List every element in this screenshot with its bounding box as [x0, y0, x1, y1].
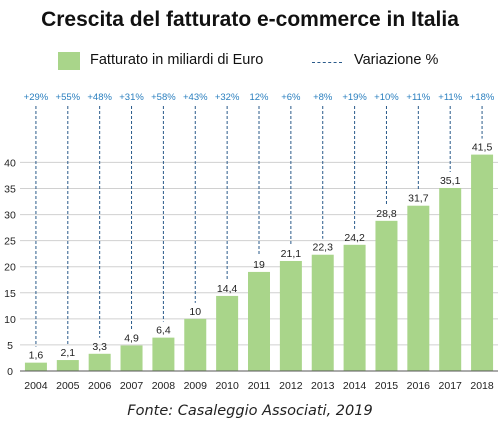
bar-value-label: 6,4 [156, 325, 171, 337]
x-tick-label: 2010 [215, 380, 239, 392]
x-tick-label: 2015 [375, 380, 399, 392]
x-tick-label: 2006 [88, 380, 112, 392]
y-tick-label: 15 [4, 288, 16, 300]
variation-label: +18% [470, 92, 495, 103]
x-tick-label: 2014 [343, 380, 367, 392]
x-tick-label: 2011 [248, 380, 271, 392]
variation-label: +29% [24, 92, 49, 103]
variation-label: +43% [183, 92, 208, 103]
bar-value-label: 31,7 [408, 193, 429, 205]
x-tick-label: 2005 [56, 380, 80, 392]
x-tick-label: 2017 [439, 380, 463, 392]
x-tick-label: 2007 [120, 380, 144, 392]
x-tick-label: 2012 [279, 380, 303, 392]
y-tick-label: 30 [4, 210, 16, 222]
variation-label: +55% [56, 92, 81, 103]
bar-value-label: 1,6 [29, 350, 44, 362]
legend-dash-swatch [312, 62, 342, 63]
y-tick-label: 35 [4, 184, 16, 196]
variation-label: +58% [151, 92, 176, 103]
bar [216, 295, 239, 371]
bar-value-label: 2,1 [60, 347, 75, 359]
bar-value-label: 21,1 [281, 248, 302, 260]
variation-label: +32% [215, 92, 240, 103]
variation-label: +10% [374, 92, 399, 103]
legend-bar-label: Fatturato in miliardi di Euro [90, 52, 264, 68]
y-tick-label: 0 [7, 366, 13, 378]
variation-label: 12% [249, 92, 269, 103]
bar [152, 337, 175, 371]
bar-value-label: 14,4 [217, 283, 238, 295]
source-note: Fonte: Casaleggio Associati, 2019 [127, 403, 373, 419]
bar [88, 353, 111, 371]
x-tick-label: 2004 [24, 380, 48, 392]
legend-line-label: Variazione % [354, 52, 439, 68]
x-tick-label: 2008 [152, 380, 176, 392]
x-tick-label: 2018 [470, 380, 494, 392]
bar-value-label: 4,9 [124, 332, 139, 344]
bar-value-label: 10 [189, 306, 201, 318]
bar [56, 360, 79, 371]
bar-value-label: 41,5 [472, 142, 493, 154]
chart-legend: Fatturato in miliardi di Euro Variazione… [0, 48, 500, 74]
variation-label: +11% [406, 92, 430, 103]
bar-value-label: 22,3 [313, 242, 334, 254]
variation-label: +31% [119, 92, 144, 103]
variation-label: +6% [281, 92, 301, 103]
bar [120, 345, 143, 371]
y-tick-label: 25 [4, 236, 16, 248]
variation-label: +8% [313, 92, 333, 103]
variation-label: +11% [438, 92, 462, 103]
x-tick-label: 2009 [184, 380, 208, 392]
chart-title: Crescita del fatturato e-commerce in Ita… [41, 8, 459, 31]
bar [375, 220, 398, 371]
bar-value-label: 35,1 [440, 175, 461, 187]
bar-value-label: 28,8 [376, 208, 397, 220]
y-tick-label: 5 [7, 340, 13, 352]
y-tick-label: 10 [4, 314, 16, 326]
y-tick-label: 40 [4, 157, 16, 169]
variation-label: +48% [87, 92, 112, 103]
legend-bar-swatch [58, 52, 80, 70]
bar [439, 187, 462, 371]
bar [407, 205, 430, 371]
x-tick-label: 2013 [311, 380, 335, 392]
bar [184, 318, 207, 371]
bar [248, 271, 270, 371]
variation-label: +19% [342, 92, 367, 103]
bar [279, 260, 302, 371]
y-tick-label: 20 [4, 262, 16, 274]
bar-value-label: 19 [253, 259, 265, 271]
bar [311, 254, 334, 371]
bar [343, 244, 366, 371]
bar-value-label: 3,3 [92, 341, 107, 353]
bar [24, 362, 47, 371]
bar-value-label: 24,2 [344, 232, 365, 244]
x-tick-label: 2016 [407, 380, 431, 392]
bar [471, 154, 494, 371]
